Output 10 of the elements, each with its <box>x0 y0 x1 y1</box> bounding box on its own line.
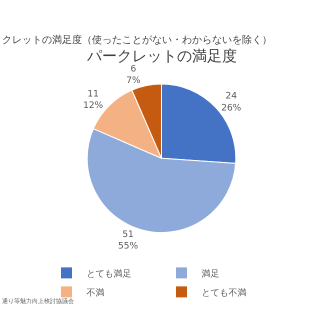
legend-label: 不満 <box>86 287 104 298</box>
legend-label: とても満足 <box>86 268 132 280</box>
data-label: 24 26% <box>221 92 242 114</box>
chart-subtitle: クレットの満足度（使ったことがない・わからないを除く） <box>2 34 272 46</box>
data-label: 51 55% <box>118 230 138 252</box>
legend-label: とても不満 <box>202 287 246 298</box>
data-label: 11 12% <box>83 89 104 112</box>
data-label: 6 7% <box>126 64 141 86</box>
legend-label: 満足 <box>202 268 220 280</box>
chart-title: パークレットの満足度 <box>86 47 237 65</box>
